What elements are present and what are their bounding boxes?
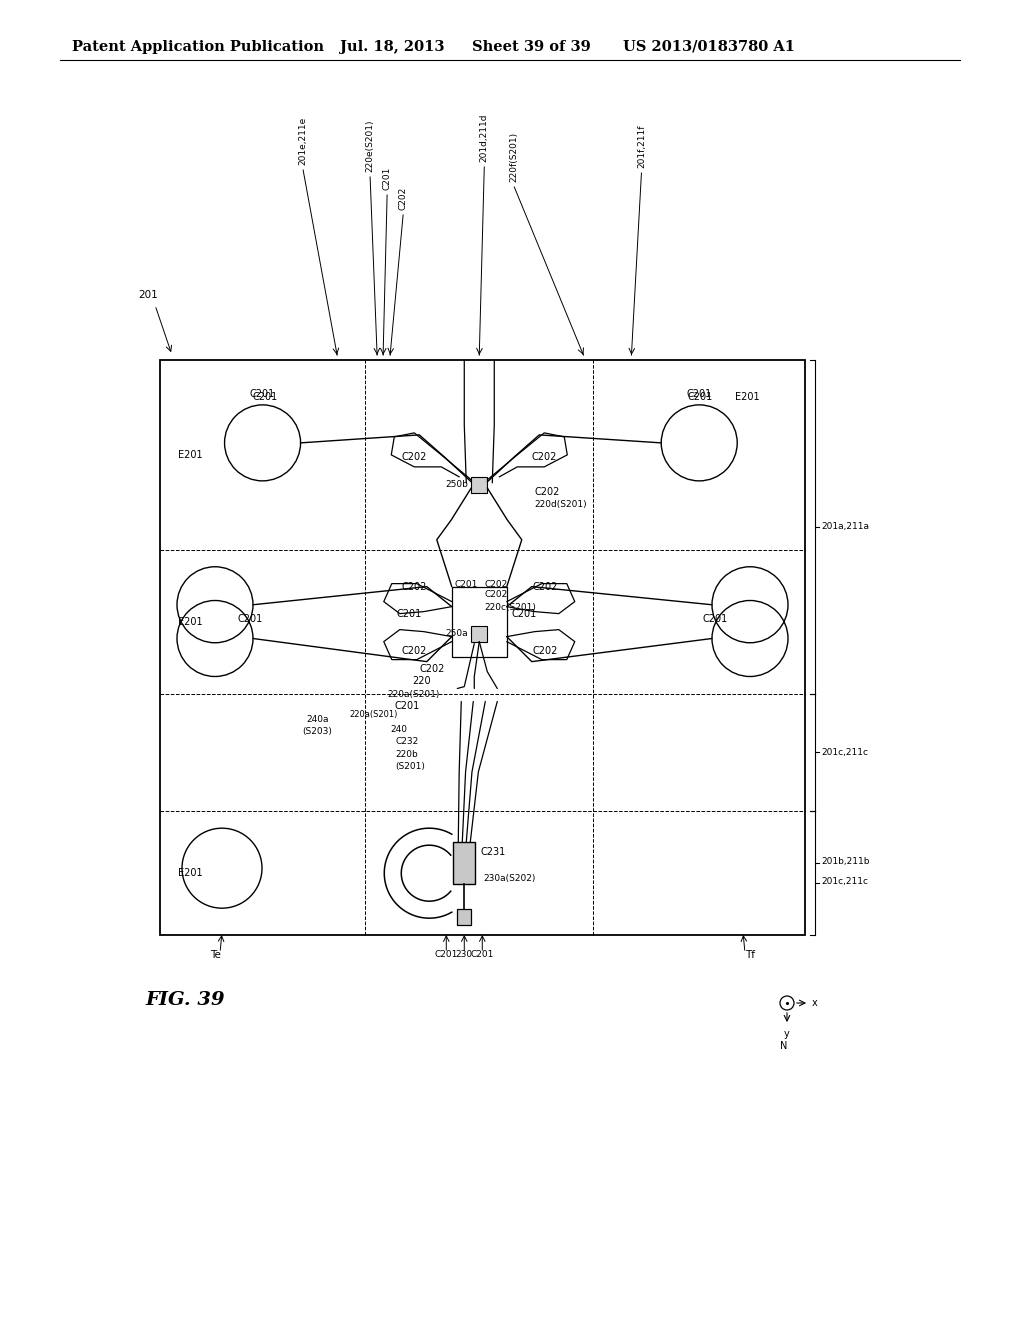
Text: 230a(S202): 230a(S202): [483, 874, 536, 883]
Text: 220b: 220b: [395, 751, 418, 759]
Text: C201: C201: [702, 614, 728, 623]
Text: 201c,211c: 201c,211c: [821, 876, 868, 886]
Text: x: x: [812, 998, 818, 1008]
Text: 240a: 240a: [306, 715, 329, 725]
Text: y: y: [784, 1030, 790, 1039]
Text: 240: 240: [390, 726, 408, 734]
Text: C201: C201: [471, 950, 494, 960]
Text: C201: C201: [396, 609, 422, 619]
Text: 220f(S201): 220f(S201): [510, 132, 519, 182]
Text: 220a(S201): 220a(S201): [349, 710, 397, 719]
Text: 201c,211c: 201c,211c: [821, 748, 868, 756]
Text: C202: C202: [419, 664, 444, 673]
Text: C201: C201: [434, 950, 458, 960]
Text: Sheet 39 of 39: Sheet 39 of 39: [472, 40, 591, 54]
Text: C201: C201: [687, 389, 712, 399]
Bar: [471, 477, 487, 492]
Bar: [471, 626, 487, 642]
Text: E201: E201: [735, 392, 760, 401]
Text: 201e,211e: 201e,211e: [299, 116, 307, 165]
Text: 201b,211b: 201b,211b: [821, 857, 869, 866]
Text: 201d,211d: 201d,211d: [480, 114, 488, 162]
Text: US 2013/0183780 A1: US 2013/0183780 A1: [623, 40, 795, 54]
Text: C201: C201: [394, 701, 420, 710]
Text: Patent Application Publication: Patent Application Publication: [72, 40, 324, 54]
Text: 201a,211a: 201a,211a: [821, 523, 869, 531]
Text: 220a(S201): 220a(S201): [388, 689, 440, 698]
Text: C232: C232: [395, 738, 419, 746]
Bar: [454, 842, 475, 884]
Text: C202: C202: [401, 451, 427, 462]
Text: C201: C201: [383, 166, 391, 190]
Text: FIG. 39: FIG. 39: [145, 991, 224, 1008]
Text: C201: C201: [455, 579, 478, 589]
Text: C201: C201: [250, 389, 275, 399]
Text: 220d(S201): 220d(S201): [535, 500, 587, 510]
Text: 201f,211f: 201f,211f: [637, 124, 646, 168]
Text: C202: C202: [401, 582, 426, 591]
Text: C201: C201: [512, 609, 537, 619]
Text: Jul. 18, 2013: Jul. 18, 2013: [340, 40, 444, 54]
Text: 220c(S201): 220c(S201): [484, 603, 537, 611]
Text: 230: 230: [456, 950, 473, 960]
Text: C202: C202: [535, 487, 560, 496]
Text: E201: E201: [178, 616, 203, 627]
Bar: [160, 360, 805, 935]
Text: C231: C231: [480, 847, 506, 857]
Text: C202: C202: [484, 579, 508, 589]
Text: C202: C202: [398, 186, 408, 210]
Text: (S203): (S203): [302, 727, 332, 737]
Text: C202: C202: [531, 451, 557, 462]
Text: 201: 201: [138, 290, 158, 300]
Text: 250b: 250b: [445, 480, 468, 490]
Text: E201: E201: [178, 869, 203, 878]
Text: 220e(S201): 220e(S201): [366, 120, 375, 172]
Text: C202: C202: [401, 645, 426, 656]
Text: C201: C201: [252, 392, 278, 401]
Text: Tf: Tf: [745, 950, 755, 960]
Text: C202: C202: [532, 645, 557, 656]
Bar: [458, 909, 471, 925]
Text: (S201): (S201): [395, 763, 425, 771]
Text: C201: C201: [238, 614, 262, 623]
Text: Te: Te: [210, 950, 220, 960]
Text: C202: C202: [484, 590, 508, 599]
Text: E201: E201: [178, 450, 203, 459]
Text: C201: C201: [687, 392, 713, 401]
Bar: [452, 586, 507, 656]
Text: 220: 220: [413, 676, 431, 685]
Text: 250a: 250a: [445, 630, 468, 638]
Text: C202: C202: [532, 582, 557, 591]
Text: N: N: [780, 1041, 787, 1051]
